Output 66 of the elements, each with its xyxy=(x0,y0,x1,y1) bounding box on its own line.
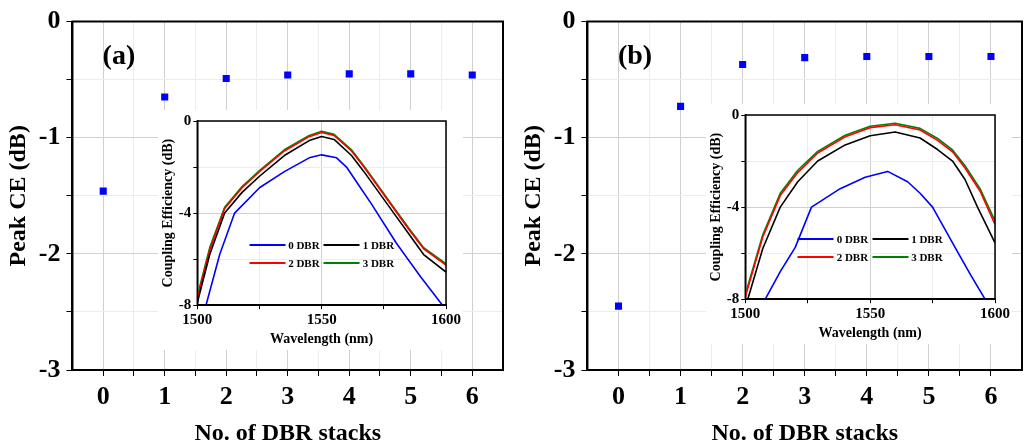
point xyxy=(161,93,169,101)
point xyxy=(284,71,292,79)
legend-label: 3 DBR xyxy=(362,256,395,269)
legend-label: 3 DBR xyxy=(911,250,943,263)
x-tick-label: 3 xyxy=(281,381,295,411)
y-axis-title: Coupling Efficiency (dB) xyxy=(160,138,177,288)
y-tick-label: -4 xyxy=(178,203,192,220)
point xyxy=(739,61,747,69)
x-tick-label: 3 xyxy=(798,381,812,411)
legend-label: 0 DBR xyxy=(836,232,869,245)
y-tick-label: -1 xyxy=(38,121,61,151)
x-tick-label: 1600 xyxy=(431,311,461,328)
point xyxy=(407,70,415,78)
point xyxy=(345,70,353,78)
legend-label: 2 DBR xyxy=(288,256,320,269)
y-tick-label: -4 xyxy=(726,197,740,214)
point xyxy=(99,187,107,195)
x-tick-label: 6 xyxy=(465,381,479,411)
point xyxy=(925,52,933,60)
y-tick-label: -3 xyxy=(38,353,61,383)
x-tick-label: 1500 xyxy=(182,311,213,328)
point xyxy=(863,52,871,60)
point xyxy=(987,52,995,60)
legend-label: 1 DBR xyxy=(911,232,943,245)
legend-label: 1 DBR xyxy=(362,238,395,251)
x-axis-title: No. of DBR stacks xyxy=(194,418,382,445)
point xyxy=(614,302,623,310)
x-tick-label: 1 xyxy=(674,381,688,411)
x-tick-label: 0 xyxy=(612,381,625,411)
y-tick-label: 0 xyxy=(731,105,740,122)
x-tick-label: 5 xyxy=(922,381,936,411)
y-tick-label: -2 xyxy=(553,237,576,267)
x-tick-label: 1550 xyxy=(855,305,886,322)
point xyxy=(468,71,476,79)
x-tick-label: 0 xyxy=(96,381,110,411)
y-tick-label: 0 xyxy=(183,111,192,128)
x-axis-title: No. of DBR stacks xyxy=(711,418,899,445)
x-axis-title: Wavelength (nm) xyxy=(818,325,923,342)
x-tick-label: 1550 xyxy=(306,311,337,328)
annotation: (b) xyxy=(617,38,653,70)
y-axis-title: Coupling Efficiency (dB) xyxy=(708,132,725,282)
y-tick-label: -8 xyxy=(178,296,192,313)
y-tick-label: -8 xyxy=(726,290,740,307)
x-tick-label: 4 xyxy=(342,381,356,411)
y-tick-label: 0 xyxy=(562,5,576,35)
x-tick-label: 1500 xyxy=(730,305,761,322)
legend-label: 2 DBR xyxy=(836,250,869,263)
y-axis-title: Peak CE (dB) xyxy=(3,125,30,267)
x-tick-label: 2 xyxy=(219,381,233,411)
point xyxy=(677,102,685,110)
x-tick-label: 5 xyxy=(404,381,418,411)
annotation: (a) xyxy=(102,38,136,70)
y-tick-label: -1 xyxy=(553,121,576,151)
point xyxy=(801,54,809,62)
x-tick-label: 4 xyxy=(860,381,874,411)
point xyxy=(222,74,230,83)
y-tick-label: 0 xyxy=(47,5,61,35)
x-tick-label: 2 xyxy=(736,381,750,411)
x-axis-title: Wavelength (nm) xyxy=(270,331,374,348)
x-tick-label: 1600 xyxy=(980,305,1010,322)
y-axis-title: Peak CE (dB) xyxy=(518,125,545,267)
x-tick-label: 6 xyxy=(984,381,998,411)
y-tick-label: -2 xyxy=(38,237,61,267)
x-tick-label: 1 xyxy=(158,381,172,411)
y-tick-label: -3 xyxy=(553,353,576,383)
legend-label: 0 DBR xyxy=(288,238,320,251)
